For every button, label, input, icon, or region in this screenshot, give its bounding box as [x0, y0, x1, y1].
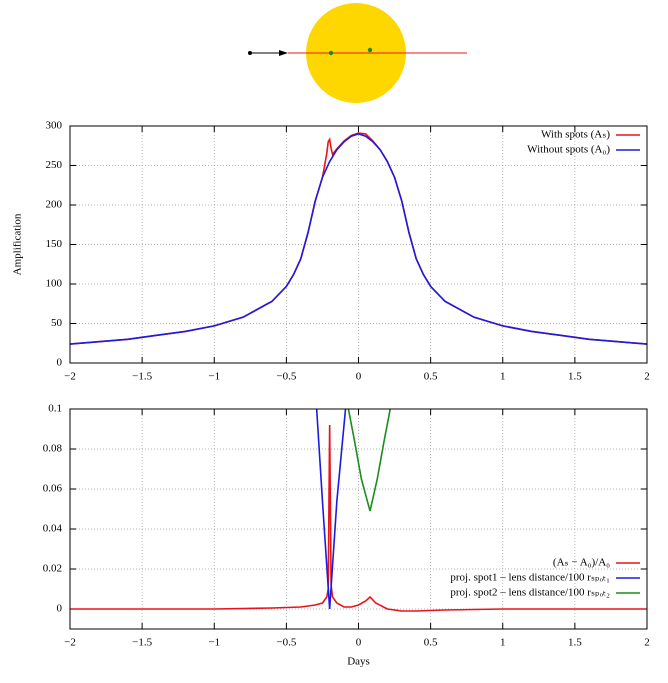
arrow-head [279, 50, 288, 56]
x-tick-label: 0 [356, 637, 362, 649]
diagram [248, 3, 467, 103]
x-tick-label: 0.5 [424, 637, 438, 649]
y-tick-label: 0 [57, 357, 63, 369]
x-tick-label: −1.5 [132, 637, 152, 649]
spot [328, 50, 334, 56]
legend-label: proj. spot2 – lens distance/100 rₛₚₒₜ₂ [450, 587, 610, 599]
legend-label: Without spots (A₀) [527, 144, 610, 156]
y-tick-label: 0.08 [43, 443, 63, 455]
y-tick-label: 250 [46, 159, 63, 171]
x-tick-label: 1.5 [568, 637, 582, 649]
lines [70, 409, 647, 612]
legend-label: (Aₛ − A₀)/A₀ [553, 557, 610, 569]
y-tick-label: 200 [46, 199, 63, 211]
plot-frame [69, 408, 648, 630]
x-tick-label: −1.5 [132, 371, 152, 383]
series-line [70, 133, 647, 345]
y-tick-label: 0.02 [43, 563, 62, 575]
x-axis-label: Days [347, 656, 370, 668]
x-tick-label: 2 [644, 637, 650, 649]
x-tick-label: −2 [64, 371, 76, 383]
y-tick-label: 0.1 [48, 403, 62, 415]
y-axis-label: Amplification [12, 213, 24, 275]
lens-start [248, 51, 252, 55]
spot [367, 47, 373, 53]
x-tick-label: 2 [644, 371, 650, 383]
legend-label: proj. spot1 – lens distance/100 rₛₚₒₜ₁ [450, 572, 610, 584]
y-tick-label: 150 [46, 238, 63, 250]
y-tick-label: 0.06 [43, 483, 63, 495]
x-tick-label: −2 [64, 637, 76, 649]
series-line [315, 409, 347, 610]
x-tick-label: −0.5 [276, 371, 296, 383]
legend-label: With spots (Aₛ) [541, 129, 610, 141]
y-tick-label: 100 [46, 278, 63, 290]
y-tick-label: 300 [46, 120, 63, 132]
plot-frame [69, 125, 648, 364]
x-tick-label: 1.5 [568, 371, 582, 383]
x-tick-label: 1 [500, 371, 506, 383]
x-tick-label: 0 [356, 371, 362, 383]
y-tick-label: 0.04 [43, 523, 63, 535]
x-tick-label: 0.5 [424, 371, 438, 383]
y-tick-label: 0 [57, 603, 63, 615]
series-line [347, 409, 392, 512]
x-tick-label: 1 [500, 637, 506, 649]
x-tick-label: −0.5 [276, 637, 296, 649]
x-tick-label: −1 [208, 371, 220, 383]
series-line [70, 424, 647, 612]
y-tick-label: 50 [51, 317, 63, 329]
lines [70, 132, 647, 345]
x-tick-label: −1 [208, 637, 220, 649]
